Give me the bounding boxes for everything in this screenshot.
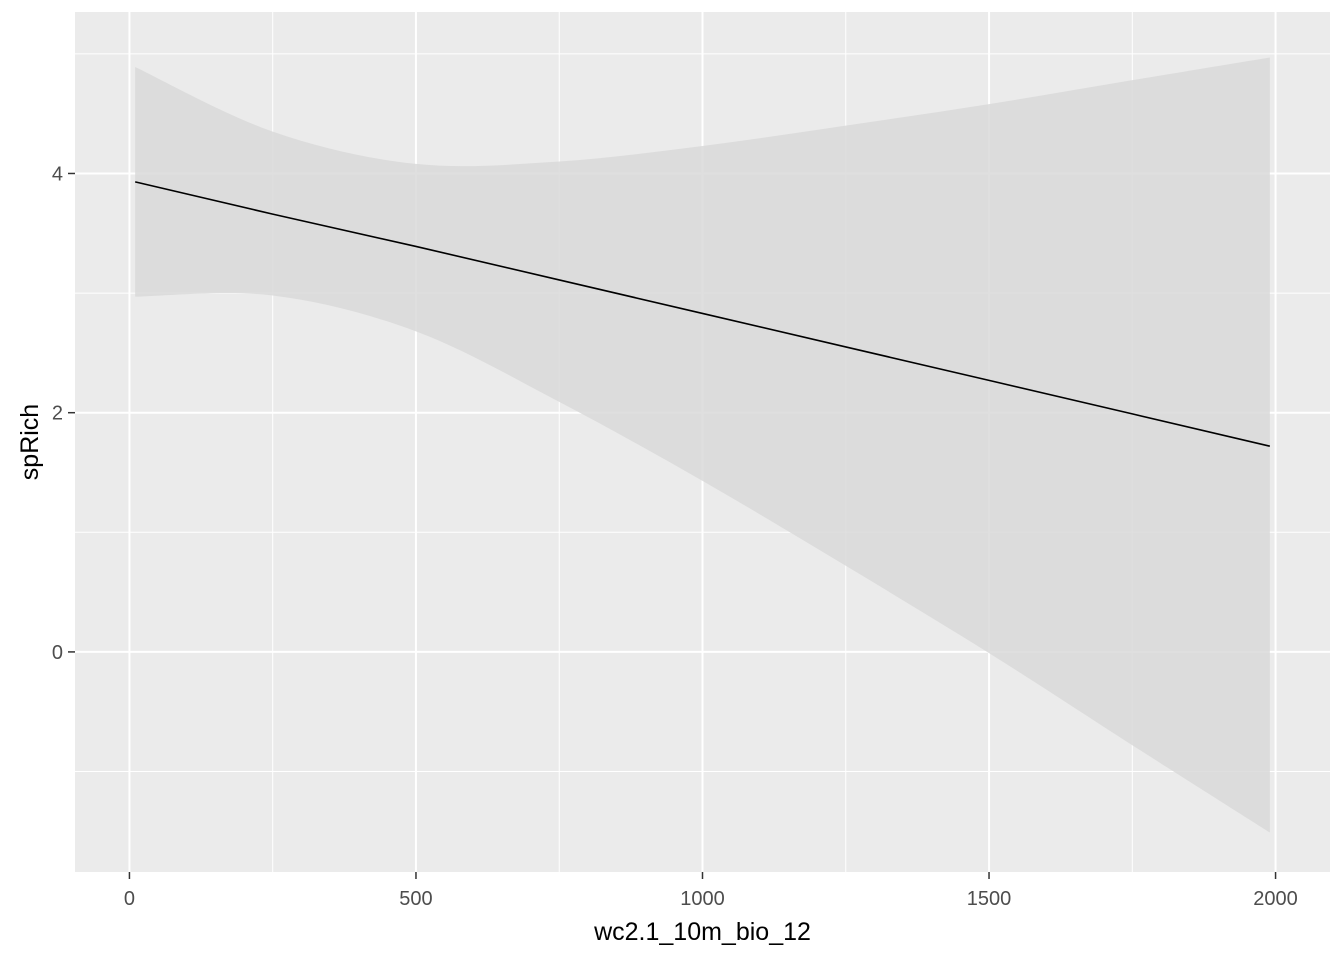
x-tick-label: 1500 [967, 888, 1012, 910]
y-axis-title: spRich [16, 404, 44, 480]
y-tick-label: 0 [52, 642, 63, 664]
x-tick-label: 500 [399, 888, 432, 910]
x-tick-label: 2000 [1253, 888, 1298, 910]
y-axis: 0 2 4 [52, 163, 75, 664]
x-tick-label: 1000 [680, 888, 725, 910]
x-tick-label: 0 [124, 888, 135, 910]
trend-line [134, 181, 1271, 447]
y-tick-label: 2 [52, 403, 63, 425]
x-axis: 0 500 1000 1500 2000 [124, 872, 1298, 910]
y-tick-label: 4 [52, 163, 63, 185]
confidence-ribbon [135, 57, 1270, 833]
x-axis-title: wc2.1_10m_bio_12 [593, 918, 811, 946]
